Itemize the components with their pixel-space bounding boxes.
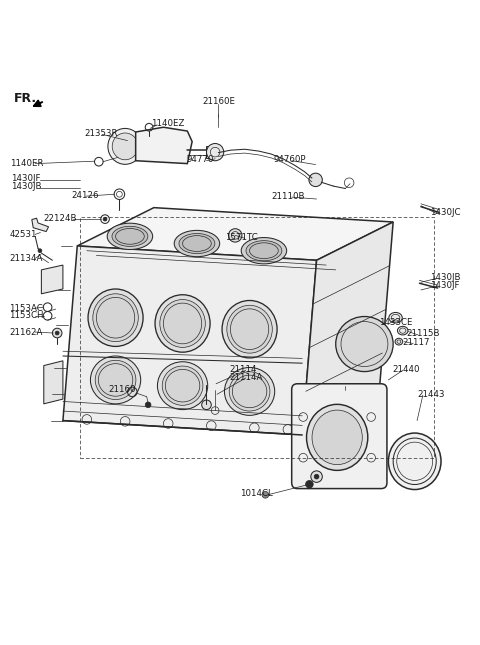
Polygon shape — [136, 127, 192, 164]
Ellipse shape — [389, 312, 402, 323]
Text: 1430JF: 1430JF — [431, 281, 460, 290]
Text: 94760P: 94760P — [274, 155, 306, 164]
Text: 21114A: 21114A — [229, 373, 263, 382]
Text: 21160: 21160 — [108, 385, 136, 394]
Text: 1430JB: 1430JB — [431, 273, 461, 282]
Polygon shape — [32, 218, 48, 232]
Ellipse shape — [229, 372, 270, 411]
Circle shape — [103, 217, 107, 221]
Text: 22124B: 22124B — [44, 213, 77, 223]
Text: 21440: 21440 — [392, 365, 420, 374]
Circle shape — [228, 229, 242, 242]
Text: 21160E: 21160E — [202, 97, 235, 106]
Circle shape — [55, 331, 59, 335]
Ellipse shape — [112, 133, 138, 160]
Circle shape — [38, 249, 42, 253]
Text: 21115B: 21115B — [407, 330, 440, 339]
Ellipse shape — [162, 366, 203, 405]
Text: 94770: 94770 — [186, 155, 214, 164]
Circle shape — [145, 402, 151, 408]
Text: 1571TC: 1571TC — [225, 233, 257, 242]
Text: 1014CL: 1014CL — [240, 490, 273, 499]
Circle shape — [262, 491, 269, 498]
Circle shape — [52, 328, 62, 338]
Text: 21114: 21114 — [229, 365, 257, 374]
Polygon shape — [44, 361, 63, 404]
Ellipse shape — [155, 295, 210, 352]
Ellipse shape — [312, 410, 362, 464]
Ellipse shape — [246, 241, 282, 261]
Text: 21353R: 21353R — [84, 129, 118, 138]
Text: 1430JB: 1430JB — [11, 182, 42, 191]
Polygon shape — [41, 265, 63, 293]
Text: 24126: 24126 — [72, 191, 99, 200]
Ellipse shape — [160, 299, 205, 348]
Polygon shape — [63, 246, 317, 435]
Text: FR.: FR. — [14, 92, 37, 105]
Text: 21117: 21117 — [403, 338, 430, 347]
Text: 1430JC: 1430JC — [431, 208, 461, 217]
Circle shape — [309, 173, 323, 186]
Polygon shape — [77, 208, 393, 261]
Circle shape — [202, 400, 211, 410]
Ellipse shape — [241, 237, 287, 264]
Ellipse shape — [95, 361, 136, 399]
Ellipse shape — [112, 226, 148, 246]
Ellipse shape — [88, 289, 143, 346]
Ellipse shape — [397, 326, 408, 335]
Ellipse shape — [225, 368, 275, 415]
Ellipse shape — [93, 293, 138, 342]
Text: 21443: 21443 — [417, 390, 444, 399]
Ellipse shape — [179, 233, 215, 253]
Ellipse shape — [222, 301, 277, 358]
Text: 21110B: 21110B — [271, 192, 305, 201]
Ellipse shape — [108, 128, 143, 164]
Text: 21134A: 21134A — [9, 254, 43, 263]
Ellipse shape — [227, 305, 272, 353]
Ellipse shape — [307, 404, 368, 470]
Ellipse shape — [107, 223, 153, 250]
Text: 1140EZ: 1140EZ — [152, 119, 185, 128]
Text: 1140ER: 1140ER — [10, 159, 44, 168]
Text: 1430JF: 1430JF — [11, 174, 41, 183]
Ellipse shape — [336, 317, 393, 372]
Circle shape — [206, 143, 224, 161]
FancyBboxPatch shape — [292, 384, 387, 488]
Text: 1433CE: 1433CE — [379, 318, 412, 327]
Circle shape — [306, 481, 313, 488]
Text: 1153AC: 1153AC — [9, 304, 43, 313]
Ellipse shape — [90, 356, 141, 404]
Polygon shape — [302, 222, 393, 435]
Text: 21162A: 21162A — [9, 328, 43, 337]
Ellipse shape — [395, 338, 403, 345]
Text: 42531: 42531 — [9, 230, 37, 239]
Ellipse shape — [388, 433, 441, 490]
Ellipse shape — [174, 230, 220, 257]
Ellipse shape — [157, 362, 208, 410]
Circle shape — [314, 474, 319, 479]
Circle shape — [311, 471, 323, 482]
Text: 1153CH: 1153CH — [9, 312, 44, 321]
